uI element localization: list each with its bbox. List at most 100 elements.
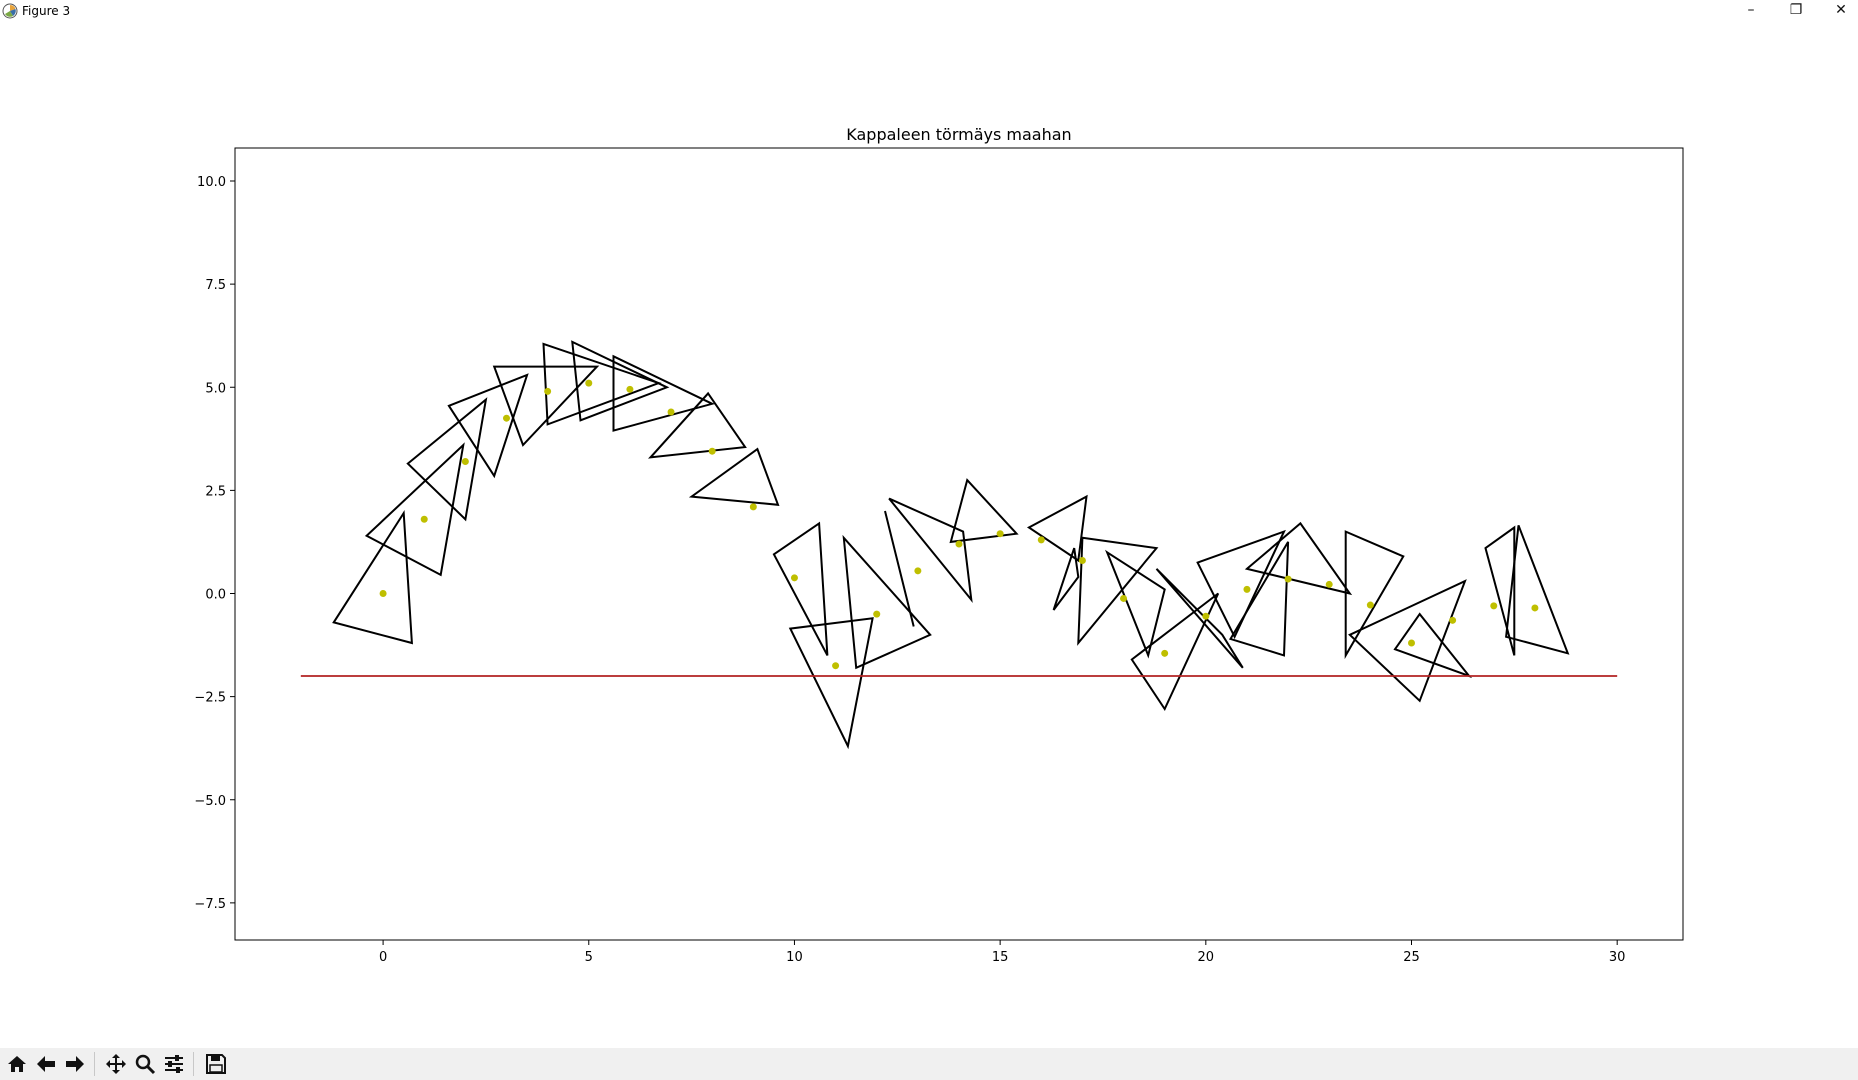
home-icon: [8, 1056, 26, 1072]
triangle-23: [1228, 541, 1290, 657]
center-point-3: [503, 414, 510, 422]
save-button[interactable]: [203, 1051, 229, 1077]
sliders-icon: [165, 1055, 183, 1073]
triangle-28: [1484, 525, 1516, 656]
x-axis: 0 5 10 15 20 25 30: [379, 940, 1626, 965]
center-point-12: [873, 610, 881, 618]
center-point-10: [790, 574, 798, 582]
chart-title: Kappaleen törmäys maahan: [846, 125, 1071, 144]
center-point-15: [996, 530, 1004, 538]
center-point-27: [1490, 602, 1498, 610]
back-button[interactable]: [33, 1051, 59, 1077]
matplotlib-logo-icon: [2, 3, 18, 19]
center-point-9: [749, 503, 757, 511]
navigation-toolbar: [0, 1048, 1858, 1080]
triangle-3: [447, 373, 529, 479]
center-point-21: [1243, 585, 1251, 593]
close-button[interactable]: ✕: [1835, 2, 1847, 18]
x-tick-label: 20: [1198, 950, 1215, 965]
triangle-8: [648, 391, 747, 459]
zoom-button[interactable]: [132, 1051, 158, 1077]
center-point-6: [626, 385, 634, 393]
triangle-5: [542, 342, 662, 426]
center-point-7: [667, 408, 675, 416]
magnifier-icon: [135, 1054, 156, 1075]
triangle-13: [884, 510, 915, 627]
triangle-9: [688, 447, 780, 506]
center-point-2: [461, 458, 469, 465]
center-points-layer: [379, 379, 1539, 670]
triangle-6: [571, 340, 670, 422]
center-point-28: [1531, 604, 1539, 612]
triangle-22: [1196, 529, 1286, 640]
triangle-14: [888, 497, 973, 604]
center-point-22: [1284, 575, 1292, 583]
center-point-18: [1120, 594, 1128, 602]
toolbar-separator: [94, 1052, 95, 1076]
center-point-13: [914, 567, 922, 575]
center-point-24: [1366, 601, 1374, 609]
triangle-10: [772, 521, 829, 656]
triangle-11: [788, 617, 874, 750]
forward-button[interactable]: [62, 1051, 88, 1077]
y-tick-label: −7.5: [194, 897, 226, 912]
center-point-19: [1161, 649, 1169, 657]
y-tick-label: 5.0: [205, 381, 226, 396]
triangle-7: [612, 354, 716, 432]
x-tick-label: 25: [1403, 950, 1420, 965]
x-tick-label: 10: [786, 950, 803, 965]
figure-canvas: 0 5 10 15 20 25 30 10.0 7.5 5.0 2.5 0.0 −2.5 −5.0 −7.…: [194, 125, 1684, 965]
triangle-21: [1155, 568, 1244, 669]
arrow-left-icon: [37, 1056, 55, 1072]
y-axis: 10.0 7.5 5.0 2.5 0.0 −2.5 −5.0 −7.5: [194, 175, 235, 912]
move-icon: [106, 1054, 126, 1074]
center-point-8: [708, 447, 716, 455]
center-point-23: [1325, 580, 1333, 588]
center-point-14: [955, 540, 963, 548]
triangle-27: [1393, 612, 1473, 679]
floppy-disk-icon: [206, 1054, 226, 1074]
center-point-25: [1408, 639, 1415, 647]
x-tick-label: 0: [379, 950, 387, 965]
center-point-4: [544, 387, 552, 395]
y-tick-label: 7.5: [205, 278, 226, 293]
home-button[interactable]: [4, 1051, 30, 1077]
x-tick-label: 5: [585, 950, 593, 965]
x-tick-label: 30: [1609, 950, 1626, 965]
center-point-17: [1078, 557, 1086, 564]
triangle-12: [842, 534, 932, 670]
triangle-2: [406, 397, 488, 522]
window-titlebar: Figure 3 – ❐ ✕: [0, 0, 1858, 24]
y-tick-label: −2.5: [194, 691, 226, 706]
minimize-button[interactable]: –: [1747, 2, 1755, 18]
triangle-24: [1244, 521, 1353, 596]
pan-button[interactable]: [103, 1051, 129, 1077]
configure-subplots-button[interactable]: [161, 1051, 187, 1077]
center-point-16: [1037, 536, 1045, 544]
triangle-0: [332, 509, 413, 645]
triangle-18: [1077, 536, 1159, 646]
triangles-layer: [332, 340, 1570, 750]
x-tick-label: 15: [992, 950, 1009, 965]
triangle-17: [1052, 547, 1080, 611]
arrow-right-icon: [66, 1056, 84, 1072]
triangle-19: [1105, 549, 1166, 659]
toolbar-separator: [193, 1052, 194, 1076]
y-tick-label: 10.0: [197, 175, 226, 190]
triangle-15: [949, 478, 1019, 544]
triangle-16: [1026, 494, 1088, 563]
y-tick-label: −5.0: [194, 794, 226, 809]
triangle-1: [364, 442, 465, 577]
triangle-25: [1344, 530, 1405, 660]
center-point-5: [585, 379, 593, 387]
triangle-26: [1348, 579, 1467, 703]
center-point-20: [1202, 612, 1210, 620]
y-tick-label: 2.5: [205, 484, 226, 499]
center-point-0: [379, 590, 387, 597]
maximize-button[interactable]: ❐: [1789, 2, 1803, 18]
center-point-1: [420, 515, 428, 523]
triangle-29: [1505, 525, 1570, 655]
axes-frame: [234, 147, 1684, 941]
window-title: Figure 3: [22, 4, 71, 18]
center-point-11: [832, 662, 840, 670]
